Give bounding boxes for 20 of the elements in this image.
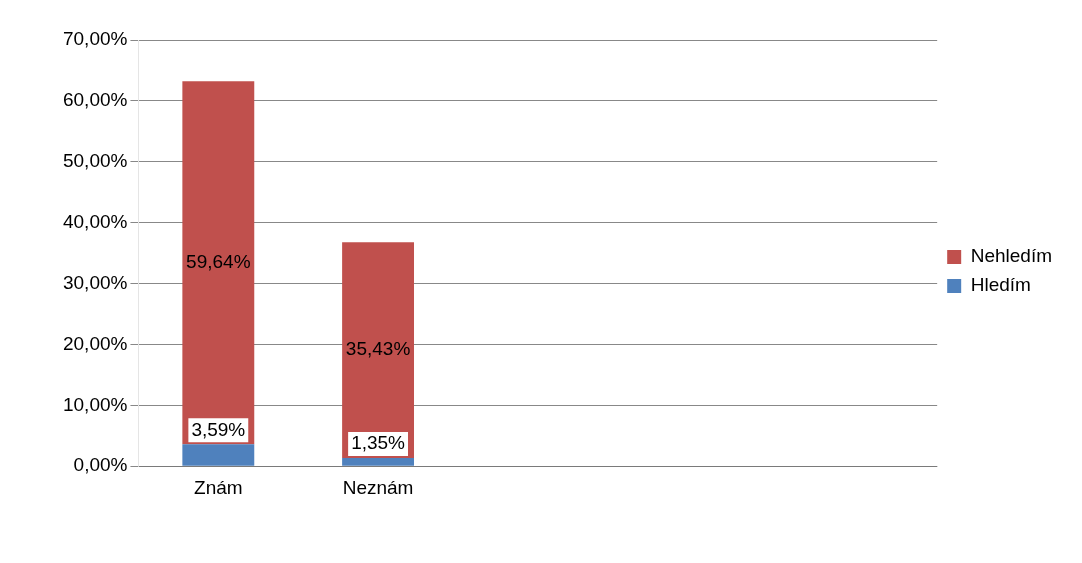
x-tick-label: Znám [194,476,243,498]
y-tick-label: 60,00% [62,89,128,111]
legend-label: Nehledím [970,245,1053,267]
y-tick-label: 30,00% [62,271,128,293]
data-label: 59,64% [186,251,251,273]
y-tick-label: 20,00% [62,332,128,354]
data-label: 3,59% [191,418,246,440]
y-tick-label: 0,00% [73,454,128,476]
x-tick-label: Neznám [342,476,414,498]
bar [182,444,255,466]
data-label: 35,43% [345,338,411,360]
y-tick-label: 70,00% [62,28,128,50]
data-label: 1,35% [351,432,406,454]
bar [342,242,415,458]
bar [182,81,255,445]
legend-label: Hledím [970,274,1031,296]
bar [342,457,415,466]
y-tick-label: 10,00% [62,393,128,415]
y-tick-label: 50,00% [62,150,128,172]
y-tick-label: 40,00% [62,210,128,232]
